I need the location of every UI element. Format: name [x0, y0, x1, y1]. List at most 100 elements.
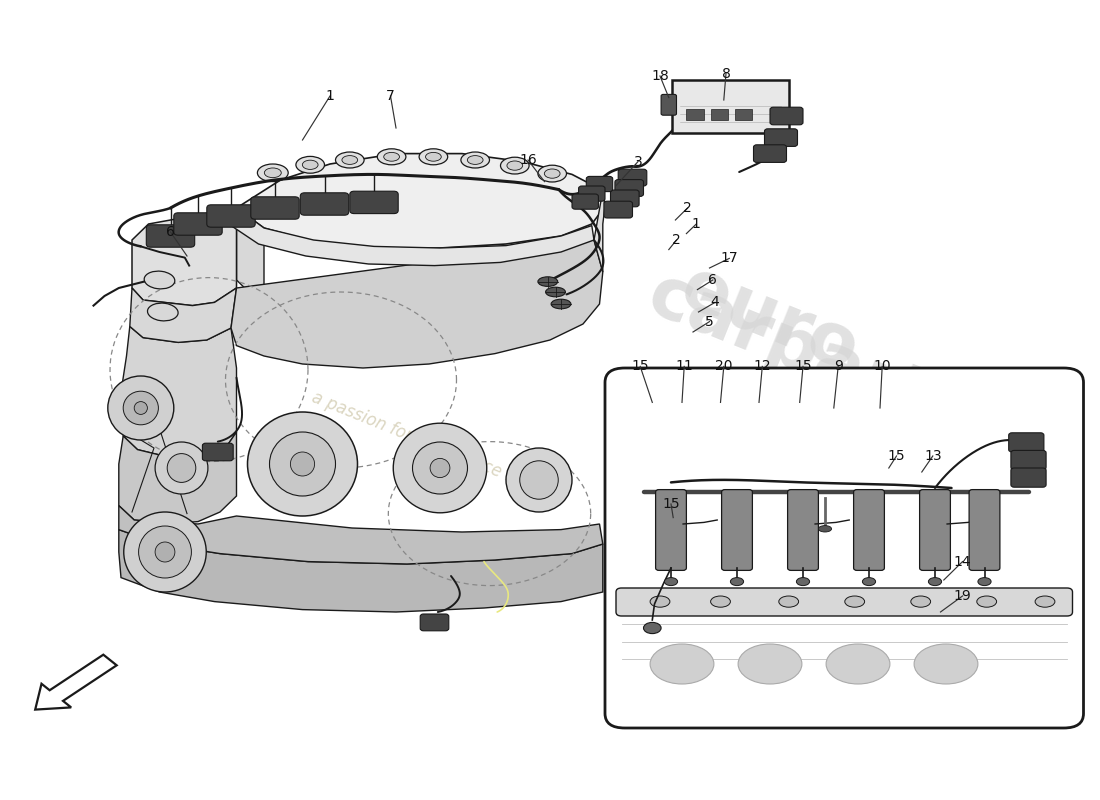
- FancyBboxPatch shape: [1011, 468, 1046, 487]
- Ellipse shape: [711, 596, 730, 607]
- Text: 2: 2: [672, 233, 681, 247]
- Text: 12: 12: [754, 359, 771, 374]
- Text: 5: 5: [705, 314, 714, 329]
- Ellipse shape: [134, 402, 147, 414]
- Text: 15: 15: [794, 359, 812, 374]
- Ellipse shape: [248, 412, 358, 516]
- Text: 19: 19: [954, 589, 971, 603]
- Text: 8: 8: [722, 66, 730, 81]
- Polygon shape: [236, 154, 605, 248]
- FancyBboxPatch shape: [656, 490, 686, 570]
- FancyBboxPatch shape: [615, 179, 644, 196]
- FancyBboxPatch shape: [579, 186, 605, 201]
- FancyBboxPatch shape: [174, 213, 222, 235]
- Ellipse shape: [468, 155, 483, 164]
- Polygon shape: [231, 240, 603, 368]
- FancyBboxPatch shape: [251, 197, 299, 219]
- Ellipse shape: [928, 578, 942, 586]
- Ellipse shape: [650, 644, 714, 684]
- FancyBboxPatch shape: [350, 191, 398, 214]
- FancyBboxPatch shape: [788, 490, 818, 570]
- Polygon shape: [236, 208, 264, 296]
- Ellipse shape: [538, 277, 558, 286]
- Ellipse shape: [914, 644, 978, 684]
- Text: 7: 7: [386, 89, 395, 103]
- Text: 1: 1: [326, 89, 334, 103]
- Ellipse shape: [500, 157, 529, 174]
- Ellipse shape: [977, 596, 997, 607]
- FancyArrow shape: [35, 654, 117, 710]
- Ellipse shape: [290, 452, 315, 476]
- Text: 18: 18: [651, 69, 669, 83]
- Text: euro: euro: [671, 254, 869, 386]
- Ellipse shape: [845, 596, 865, 607]
- FancyBboxPatch shape: [586, 176, 613, 191]
- FancyBboxPatch shape: [969, 490, 1000, 570]
- Text: 16: 16: [519, 153, 537, 167]
- Ellipse shape: [419, 149, 448, 165]
- Ellipse shape: [519, 461, 558, 499]
- FancyBboxPatch shape: [672, 80, 789, 133]
- Ellipse shape: [826, 644, 890, 684]
- Text: 15: 15: [888, 449, 905, 463]
- FancyBboxPatch shape: [605, 368, 1084, 728]
- Text: 4: 4: [711, 295, 719, 310]
- FancyBboxPatch shape: [770, 107, 803, 125]
- Polygon shape: [132, 208, 236, 306]
- FancyBboxPatch shape: [854, 490, 884, 570]
- Text: carparts: carparts: [638, 260, 980, 452]
- Text: a passion for parts since 1985: a passion for parts since 1985: [309, 389, 549, 499]
- Ellipse shape: [818, 526, 832, 532]
- Polygon shape: [231, 208, 594, 266]
- Ellipse shape: [796, 578, 810, 586]
- Text: 11: 11: [675, 359, 693, 374]
- Ellipse shape: [978, 578, 991, 586]
- Text: 14: 14: [954, 554, 971, 569]
- Ellipse shape: [302, 160, 318, 170]
- Text: 15: 15: [631, 359, 649, 374]
- FancyBboxPatch shape: [616, 588, 1072, 616]
- Ellipse shape: [155, 542, 175, 562]
- Ellipse shape: [342, 155, 358, 164]
- Ellipse shape: [551, 299, 571, 309]
- Ellipse shape: [167, 454, 196, 482]
- Text: 10: 10: [873, 359, 891, 374]
- Ellipse shape: [426, 152, 441, 161]
- Bar: [711, 109, 728, 120]
- FancyBboxPatch shape: [202, 443, 233, 461]
- Ellipse shape: [507, 161, 522, 170]
- Polygon shape: [130, 288, 236, 342]
- Bar: [735, 109, 752, 120]
- Polygon shape: [594, 190, 605, 272]
- Ellipse shape: [123, 512, 207, 592]
- Ellipse shape: [144, 271, 175, 289]
- Ellipse shape: [296, 157, 324, 173]
- Ellipse shape: [155, 442, 208, 494]
- FancyBboxPatch shape: [604, 201, 632, 218]
- FancyBboxPatch shape: [754, 145, 786, 162]
- FancyBboxPatch shape: [572, 194, 598, 209]
- Text: 6: 6: [166, 225, 175, 239]
- Text: 1: 1: [692, 217, 701, 231]
- Text: 3: 3: [634, 154, 642, 169]
- FancyBboxPatch shape: [300, 193, 349, 215]
- Ellipse shape: [123, 391, 158, 425]
- Polygon shape: [121, 326, 236, 458]
- FancyBboxPatch shape: [618, 169, 647, 186]
- FancyBboxPatch shape: [722, 490, 752, 570]
- FancyBboxPatch shape: [207, 205, 255, 227]
- Text: 9: 9: [834, 359, 843, 374]
- Ellipse shape: [779, 596, 799, 607]
- Ellipse shape: [911, 596, 931, 607]
- FancyBboxPatch shape: [610, 190, 639, 206]
- Ellipse shape: [644, 622, 661, 634]
- Polygon shape: [119, 432, 236, 524]
- Text: 13: 13: [924, 449, 942, 463]
- Text: 6: 6: [708, 273, 717, 287]
- Ellipse shape: [862, 578, 876, 586]
- Text: 15: 15: [662, 497, 680, 511]
- Ellipse shape: [394, 423, 486, 513]
- Text: 2: 2: [683, 201, 692, 215]
- Ellipse shape: [336, 152, 364, 168]
- Ellipse shape: [257, 164, 288, 182]
